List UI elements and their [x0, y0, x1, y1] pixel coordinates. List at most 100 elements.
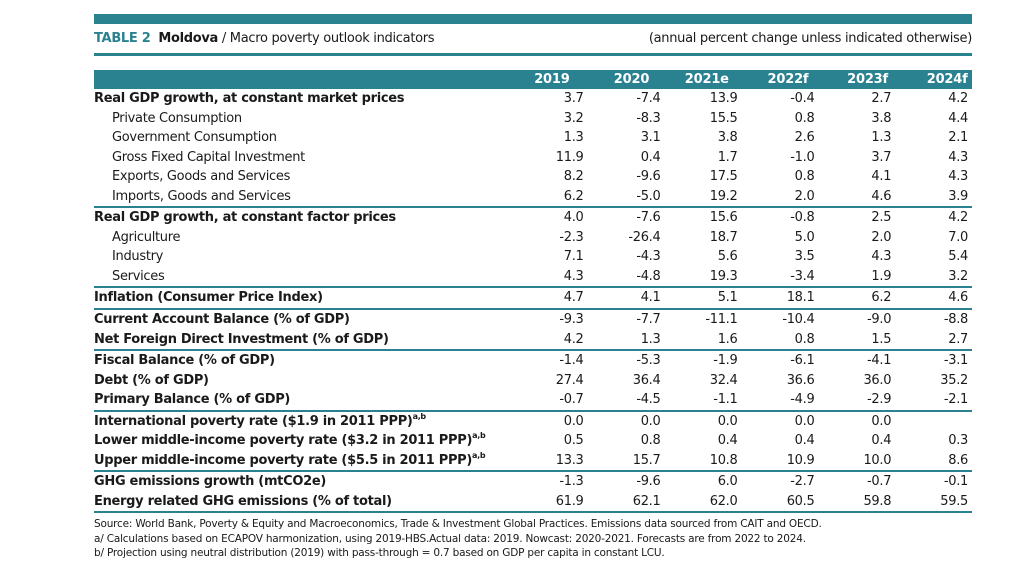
value-cell: -2.1 [891, 390, 972, 412]
row-label: Lower middle-income poverty rate ($3.2 i… [94, 431, 507, 451]
value-cell: -3.4 [737, 266, 815, 289]
value-cell: -1.0 [790, 149, 815, 165]
footnote-marker: a,b [472, 431, 486, 441]
table-row: Real GDP growth, at constant factor pric… [94, 207, 972, 228]
table-row: Debt (% of GDP) 27.4 36.4 32.4 36.6 36.0 35.2 [94, 371, 972, 391]
value-cell: 4.6 [814, 186, 892, 209]
value-cell: 2.6 [794, 130, 815, 146]
row-label-text: Inflation (Consumer Price Index) [94, 290, 323, 306]
value-cell: 6.2 [506, 186, 584, 209]
value-cell: 60.5 [737, 491, 815, 514]
value-cell: 36.6 [786, 372, 815, 388]
value-cell: 2.7 [891, 329, 972, 352]
value-cell: -4.1 [867, 353, 892, 369]
row-label-text: Primary Balance (% of GDP) [94, 392, 291, 408]
value-cell: 0.8 [640, 433, 661, 449]
value-cell: 2.7 [871, 91, 892, 106]
table-number: TABLE 2 [94, 31, 151, 46]
row-label-text: GHG emissions growth (mtCO2e) [94, 474, 326, 490]
table-row: GHG emissions growth (mtCO2e) -1.3 -9.6 6.0… [94, 471, 972, 492]
value-cell: 4.3 [871, 249, 892, 265]
table-row: Fiscal Balance (% of GDP) -1.4 -5.3 -1.9 -6.… [94, 350, 972, 371]
value-cell: 15.6 [709, 210, 738, 226]
value-cell: 3.9 [891, 186, 972, 209]
row-label-text: Fiscal Balance (% of GDP) [94, 353, 275, 369]
row-label-text: Current Account Balance (% of GDP) [94, 312, 350, 328]
footnote-b: b/ Projection using neutral distribution… [94, 547, 665, 560]
row-label: Industry [94, 247, 507, 267]
value-cell: -5.0 [583, 186, 661, 209]
row-label-text: Lower middle-income poverty rate ($3.2 i… [94, 433, 473, 449]
value-cell: 0.4 [794, 433, 815, 449]
table-title-row: TABLE 2 Moldova / Macro poverty outlook … [94, 24, 972, 53]
value-cell: -4.5 [583, 390, 661, 412]
row-label: Agriculture [94, 228, 507, 248]
value-cell: 59.5 [891, 491, 972, 514]
value-cell: -0.1 [943, 474, 968, 490]
value-cell: -26.4 [628, 229, 661, 245]
value-cell: 18.7 [709, 229, 738, 245]
row-label-text: Industry [112, 249, 164, 265]
row-label-text: Exports, Goods and Services [112, 169, 291, 185]
value-cell: 6.0 [717, 474, 738, 490]
table-row: Current Account Balance (% of GDP) -9.3 -7… [94, 309, 972, 330]
value-cell: 2.5 [871, 210, 892, 226]
row-label: Net Foreign Direct Investment (% of GDP) [94, 329, 507, 352]
value-cell: -9.0 [867, 312, 892, 328]
table-row: Industry 7.1 -4.3 5.6 3.5 4.3 5.4 [94, 247, 972, 267]
row-label-text: International poverty rate ($1.9 in 2011… [94, 413, 413, 429]
value-cell: 15.5 [709, 110, 738, 126]
row-label: Services [94, 266, 507, 289]
table-row: Lower middle-income poverty rate ($3.2 i… [94, 431, 972, 451]
value-cell: 0.0 [717, 413, 738, 429]
value-cell: 7.1 [563, 249, 584, 265]
table-row: Real GDP growth, at constant market pric… [94, 89, 972, 109]
table-row: Government Consumption 1.3 3.1 3.8 2.6 1.3 2.1 [94, 128, 972, 148]
value-cell: -9.6 [636, 474, 661, 490]
value-cell: 2.0 [871, 229, 892, 245]
value-cell: 19.3 [660, 266, 738, 289]
value-cell: 4.3 [948, 149, 968, 165]
value-cell: 0.4 [640, 149, 661, 165]
row-label-text: Energy related GHG emissions (% of total… [94, 493, 392, 509]
value-cell: 1.5 [814, 329, 892, 352]
table-row: Private Consumption 3.2 -8.3 15.5 0.8 3.8 4.4 [94, 109, 972, 129]
value-cell: 3.1 [640, 130, 661, 146]
unit-note: (annual percent change unless indicated … [648, 31, 972, 46]
table-title: TABLE 2 Moldova / Macro poverty outlook … [94, 31, 435, 46]
value-cell: 3.7 [871, 149, 892, 165]
value-cell: 35.2 [940, 372, 968, 388]
row-label-text: Real GDP growth, at constant factor pric… [94, 210, 396, 226]
value-cell: -2.3 [559, 229, 584, 245]
row-label: Energy related GHG emissions (% of total… [94, 491, 507, 514]
value-cell: -0.4 [790, 91, 815, 106]
value-cell: 5.6 [717, 249, 738, 265]
value-cell: 3.2 [891, 266, 972, 289]
value-cell: -7.4 [636, 91, 661, 106]
value-cell: 17.5 [709, 169, 738, 185]
value-cell: 7.0 [948, 229, 968, 245]
table-row: Exports, Goods and Services 8.2 -9.6 17.5 0.… [94, 167, 972, 187]
value-cell: 0.4 [871, 433, 892, 449]
value-cell: -9.6 [636, 169, 661, 185]
value-cell: -1.1 [660, 390, 738, 412]
value-cell: 0.8 [794, 110, 815, 126]
value-cell: -5.3 [636, 353, 661, 369]
row-label: Debt (% of GDP) [94, 371, 507, 391]
table-row: Inflation (Consumer Price Index) 4.7 4.1 5.… [94, 287, 972, 310]
value-cell: 27.4 [555, 372, 584, 388]
row-label-text: Gross Fixed Capital Investment [112, 149, 305, 165]
row-label: Imports, Goods and Services [94, 186, 507, 209]
footnote-marker: a,b [412, 411, 427, 421]
value-cell: 3.8 [717, 130, 738, 146]
row-label-text: Real GDP growth, at constant market pric… [94, 91, 405, 106]
table-row: Energy related GHG emissions (% of total… [94, 491, 972, 514]
value-cell: 8.6 [891, 450, 972, 473]
value-cell: 19.2 [660, 186, 738, 209]
table-row: Net Foreign Direct Investment (% of GDP)… [94, 329, 972, 352]
value-cell: -7.7 [636, 312, 661, 328]
value-cell: 4.7 [506, 287, 584, 310]
value-cell: 0.0 [563, 413, 584, 429]
table-row: Gross Fixed Capital Investment 11.9 0.4 1.7… [94, 148, 972, 168]
row-label: Current Account Balance (% of GDP) [94, 309, 507, 330]
